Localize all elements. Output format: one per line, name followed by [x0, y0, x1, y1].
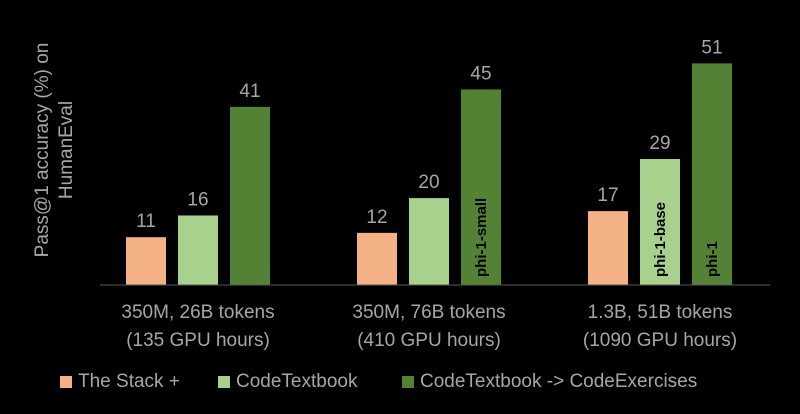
- legend-swatch: [218, 376, 230, 388]
- data-label: 51: [701, 37, 722, 58]
- bar-annotations-group: phi-1-small phi-1-base phi-1: [473, 198, 721, 277]
- data-label: 11: [136, 211, 156, 232]
- y-axis-title: Pass@1 accuracy (%) on HumanEval: [32, 43, 77, 258]
- legend-item: CodeTextbook -> CodeExercises: [402, 362, 697, 402]
- bar: [692, 63, 732, 285]
- category-label: 1.3B, 51B tokens: [588, 302, 733, 323]
- legend-item: The Stack +: [60, 362, 180, 402]
- legend-swatch: [60, 376, 72, 388]
- category-label: (1090 GPU hours): [583, 330, 737, 351]
- legend-swatch: [402, 376, 414, 388]
- bar: [409, 198, 449, 285]
- category-label: (135 GPU hours): [126, 330, 270, 351]
- category-label: (410 GPU hours): [357, 330, 501, 351]
- bar: [588, 211, 628, 285]
- bar: [230, 106, 270, 285]
- bar-annotation: phi-1-small: [473, 198, 490, 277]
- category-label: 350M, 76B tokens: [352, 302, 505, 323]
- category-label: 350M, 26B tokens: [121, 302, 274, 323]
- data-label: 16: [187, 189, 208, 210]
- bar: [178, 215, 218, 285]
- legend-label: CodeTextbook -> CodeExercises: [420, 371, 698, 392]
- category-labels-group: 350M, 26B tokens (135 GPU hours) 350M, 76B…: [121, 302, 737, 351]
- legend-label: The Stack +: [78, 371, 180, 392]
- y-axis-title-line: HumanEval: [56, 101, 77, 199]
- bar: [126, 237, 166, 285]
- data-label: 12: [366, 207, 387, 228]
- legend: The Stack + CodeTextbook CodeTextbook -> C…: [0, 362, 800, 402]
- bar: [461, 89, 501, 285]
- value-labels-group: 11 16 41 12 20 45 17 29 51: [136, 37, 722, 232]
- data-label: 45: [470, 63, 491, 84]
- data-label: 41: [239, 81, 260, 102]
- bar: [357, 232, 397, 285]
- bar: [640, 158, 680, 285]
- bar-annotation: phi-1-base: [652, 202, 669, 277]
- bar-annotation: phi-1: [704, 241, 721, 277]
- data-label: 20: [418, 172, 439, 193]
- data-label: 29: [649, 133, 670, 154]
- y-axis-title-line: Pass@1 accuracy (%) on: [32, 43, 53, 258]
- legend-label: CodeTextbook: [236, 371, 358, 392]
- data-label: 17: [597, 185, 618, 206]
- bars-group: [126, 63, 732, 285]
- legend-item: CodeTextbook: [218, 362, 357, 402]
